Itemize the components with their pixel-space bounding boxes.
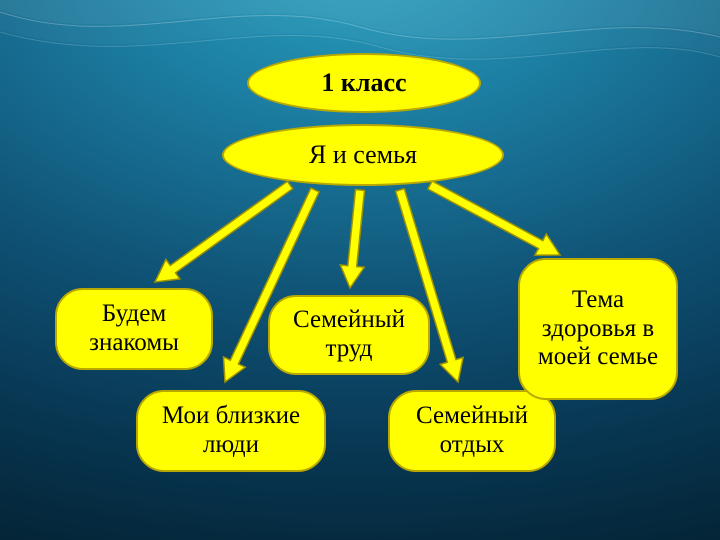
slide: 1 класс Я и семья Будем знакомы Мои близ… xyxy=(0,0,720,540)
node-c5-label: Тема здоровья в моей семье xyxy=(530,286,666,372)
node-c4: Семейный отдых xyxy=(388,390,556,472)
arrow xyxy=(428,181,560,255)
node-c3-label: Семейный труд xyxy=(280,306,418,364)
node-mid: Я и семья xyxy=(222,124,504,186)
node-c1: Будем знакомы xyxy=(55,288,213,370)
arrow xyxy=(340,190,364,289)
node-c1-label: Будем знакомы xyxy=(67,300,201,358)
node-top-label: 1 класс xyxy=(321,68,406,98)
node-c2-label: Мои близкие люди xyxy=(148,402,314,460)
arrow xyxy=(155,181,293,282)
node-c4-label: Семейный отдых xyxy=(400,402,544,460)
node-top: 1 класс xyxy=(247,53,481,113)
node-mid-label: Я и семья xyxy=(309,140,417,170)
node-c3: Семейный труд xyxy=(268,295,430,375)
node-c2: Мои близкие люди xyxy=(136,390,326,472)
node-c5: Тема здоровья в моей семье xyxy=(518,258,678,400)
